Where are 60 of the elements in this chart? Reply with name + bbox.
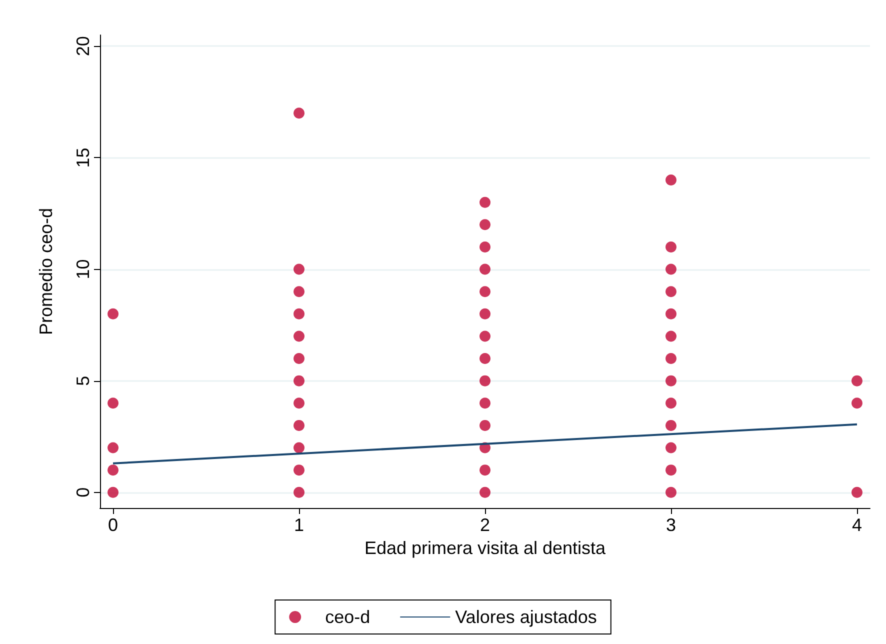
point — [294, 420, 305, 431]
point — [851, 486, 862, 498]
point — [294, 108, 305, 119]
point — [294, 442, 305, 454]
point — [108, 486, 119, 498]
point — [294, 464, 305, 476]
point — [294, 330, 305, 342]
point — [294, 264, 305, 275]
y-axis-title: Promedio ceo-d — [36, 208, 56, 336]
point — [480, 308, 490, 320]
x-tick-label: 1 — [294, 515, 304, 535]
y-tick-label: 15 — [73, 148, 93, 168]
point — [666, 330, 676, 342]
legend-label: Valores ajustados — [455, 607, 597, 627]
x-tick-label: 3 — [666, 515, 676, 535]
point — [294, 353, 305, 364]
point — [480, 241, 490, 252]
point — [480, 264, 490, 275]
point — [108, 308, 119, 320]
point — [480, 330, 490, 342]
y-tick-label: 0 — [73, 487, 93, 498]
point — [294, 308, 305, 320]
point — [108, 442, 119, 454]
point — [480, 486, 490, 498]
point — [851, 375, 862, 386]
point — [480, 420, 490, 431]
x-tick-label: 0 — [108, 515, 118, 535]
point — [294, 486, 305, 498]
point — [108, 464, 119, 476]
y-tick-label: 10 — [73, 259, 93, 280]
x-tick-label: 4 — [852, 515, 862, 535]
point — [666, 308, 676, 320]
legend-label: ceo-d — [325, 607, 370, 627]
point — [480, 353, 490, 364]
point — [108, 398, 119, 409]
point — [480, 219, 490, 230]
point — [294, 286, 305, 298]
point — [666, 375, 676, 386]
y-tick-label: 20 — [73, 36, 93, 56]
point — [294, 375, 305, 386]
point — [666, 442, 676, 454]
point — [666, 420, 676, 431]
x-tick-label: 2 — [480, 515, 490, 535]
point — [666, 486, 676, 498]
point — [666, 241, 676, 252]
point — [666, 398, 676, 409]
y-tick-label: 5 — [73, 376, 93, 386]
point — [480, 196, 490, 208]
point — [666, 174, 676, 186]
point — [480, 375, 490, 386]
point — [294, 398, 305, 409]
point — [480, 286, 490, 298]
point — [666, 264, 676, 275]
point — [480, 398, 490, 409]
point — [666, 353, 676, 364]
point — [480, 464, 490, 476]
point — [666, 286, 676, 298]
point — [666, 464, 676, 476]
x-axis-title: Edad primera visita al dentista — [364, 538, 607, 558]
point — [851, 398, 862, 409]
